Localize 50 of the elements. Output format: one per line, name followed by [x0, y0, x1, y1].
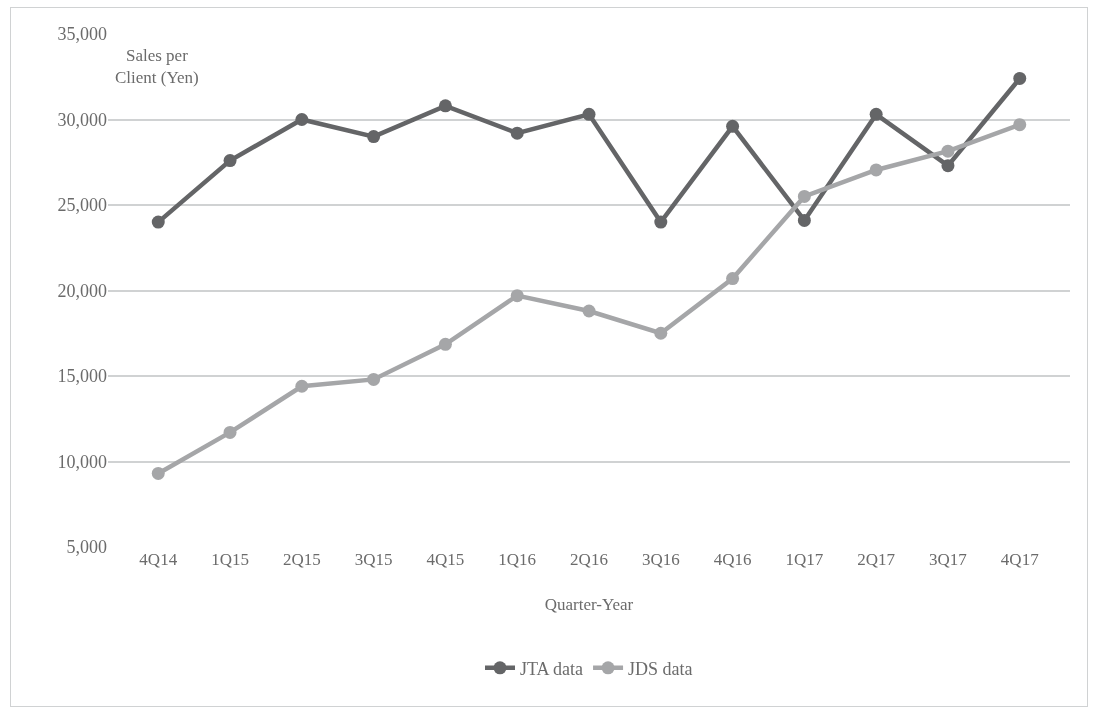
x-tick-label: 1Q17: [785, 550, 824, 569]
x-tick-label: 3Q16: [641, 550, 680, 569]
point: [726, 272, 740, 286]
point: [438, 337, 452, 351]
x-tick-label: 4Q16: [713, 550, 752, 569]
point: [223, 154, 237, 168]
x-tick-label: 4Q15: [426, 550, 465, 569]
x-tick-label: 3Q17: [929, 550, 968, 569]
legend-label: JDS data: [628, 658, 693, 679]
x-tick-label: 2Q17: [857, 550, 896, 569]
x-tick-label: 1Q16: [498, 550, 537, 569]
point: [797, 189, 811, 203]
point: [510, 126, 524, 140]
y-tick-label: 35,000: [57, 24, 107, 45]
x-tick-label: 1Q15: [211, 550, 249, 569]
point: [582, 107, 596, 121]
point: [367, 372, 381, 386]
y-tick-label: 15,000: [57, 366, 107, 387]
point: [151, 466, 165, 480]
legend-label: JTA data: [520, 658, 584, 679]
point: [151, 215, 165, 229]
point: [869, 107, 883, 121]
x-axis-title: Quarter-Year: [544, 595, 634, 615]
point: [438, 99, 452, 113]
point: [726, 119, 740, 133]
point: [797, 213, 811, 227]
point: [1013, 118, 1027, 132]
point: [941, 144, 955, 158]
y-tick-label: 30,000: [57, 109, 107, 130]
point: [510, 289, 524, 303]
y-tick-label: 5,000: [66, 537, 107, 558]
point: [582, 304, 596, 318]
y-axis-title: Sales per Client (Yen): [115, 46, 199, 88]
point: [654, 326, 668, 340]
point: [295, 379, 309, 393]
x-tick-label: 2Q16: [570, 550, 608, 569]
point: [941, 159, 955, 173]
x-tick-label: 4Q14: [139, 550, 178, 569]
y-tick-label: 25,000: [57, 195, 107, 216]
x-tick-label: 2Q15: [282, 550, 321, 569]
point: [223, 425, 237, 439]
point: [654, 215, 668, 229]
x-tick-label: 4Q17: [1000, 550, 1040, 569]
point: [367, 130, 381, 144]
y-tick-label: 10,000: [57, 451, 107, 472]
y-tick-label: 20,000: [57, 280, 107, 301]
point: [1013, 71, 1027, 85]
point: [295, 113, 309, 126]
point: [869, 163, 883, 177]
x-tick-label: 3Q15: [354, 550, 393, 569]
